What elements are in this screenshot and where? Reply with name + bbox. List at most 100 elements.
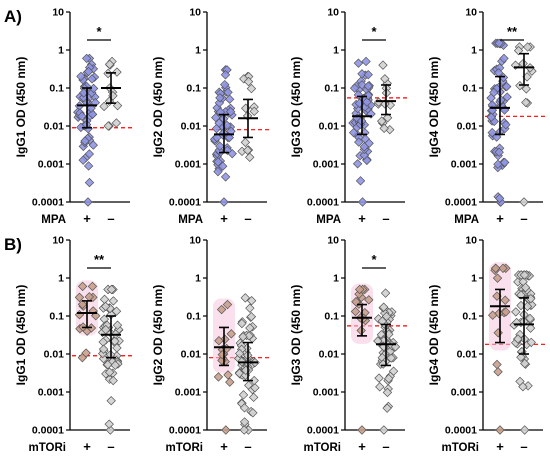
data-point [234, 348, 245, 359]
data-point [357, 425, 367, 435]
data-point [108, 375, 118, 386]
category-label: + [358, 211, 366, 226]
chart-a-4: 0.0001 0.001 0.01 0.1 1 10 IgG4 OD (450 nm) MPA… [427, 7, 545, 226]
y-tick-label: 10 [465, 235, 477, 247]
y-tick-label: 1 [471, 273, 477, 285]
data-point [245, 303, 255, 313]
y-tick-label: 1 [471, 45, 477, 57]
data-point [240, 293, 250, 303]
data-point [112, 67, 122, 77]
data-point [513, 334, 523, 344]
data-point [494, 193, 505, 204]
data-point [244, 331, 254, 341]
y-tick-label: 0.001 [313, 387, 339, 399]
category-label: – [520, 439, 527, 454]
group-label: mTORi [29, 442, 67, 454]
y-tick-label: 0.0001 [307, 425, 339, 437]
y-tick-label: 0.01 [457, 349, 478, 361]
data-point [490, 263, 501, 273]
data-point [220, 79, 230, 90]
category-label: + [220, 211, 228, 226]
data-point [248, 392, 259, 403]
data-point [86, 103, 96, 113]
category-label: – [382, 211, 389, 226]
data-point [379, 425, 389, 435]
y-tick-label: 0.1 [186, 311, 201, 323]
y-tick-label: 0.01 [457, 121, 478, 133]
data-point [90, 97, 100, 108]
data-point [516, 352, 526, 362]
y-tick-label: 0.01 [319, 349, 340, 361]
data-point [246, 311, 257, 322]
data-point [222, 299, 233, 310]
y-tick-label: 0.001 [313, 159, 339, 171]
data-point [238, 332, 248, 342]
data-point [239, 403, 250, 413]
data-point [98, 344, 109, 354]
data-point [83, 66, 94, 77]
data-point [239, 425, 249, 435]
data-point [377, 316, 388, 326]
y-tick-label: 0.1 [49, 83, 64, 95]
data-point [226, 329, 236, 339]
y-tick-label: 0.0001 [32, 425, 64, 437]
data-point [105, 425, 115, 435]
data-point [214, 98, 225, 108]
data-point [103, 359, 113, 370]
data-point [492, 273, 503, 283]
y-tick-label: 0.001 [175, 159, 201, 171]
y-tick-label: 1 [58, 45, 64, 57]
data-point [502, 81, 512, 92]
data-point [375, 382, 385, 392]
data-point [520, 358, 530, 369]
data-point [237, 318, 247, 329]
data-point [87, 74, 97, 84]
data-point [496, 95, 506, 105]
category-label: + [83, 211, 91, 226]
data-point [353, 58, 364, 68]
data-point [80, 136, 90, 146]
data-point [501, 119, 511, 130]
data-point [77, 281, 88, 292]
data-point [248, 408, 258, 418]
data-point [381, 311, 392, 322]
y-tick-label: 10 [327, 7, 339, 19]
data-point [521, 97, 531, 108]
data-point [88, 83, 99, 94]
y-tick-label: 0.1 [324, 311, 339, 323]
data-point [500, 157, 510, 168]
group-label: MPA [316, 214, 341, 226]
y-tick-label: 0.0001 [169, 425, 201, 437]
data-point [239, 417, 250, 427]
data-point [99, 101, 109, 112]
data-point [83, 197, 93, 207]
data-point [380, 74, 390, 84]
data-point [357, 80, 367, 90]
data-point [249, 375, 259, 386]
y-tick-label: 0.01 [181, 121, 202, 133]
y-tick-label: 0.1 [462, 311, 477, 323]
y-tick-label: 1 [333, 45, 339, 57]
data-point [349, 83, 360, 93]
chart-a-3: 0.0001 0.001 0.01 0.1 1 10 IgG3 OD (450 nm) MPA… [289, 7, 407, 226]
y-tick-label: 1 [195, 273, 201, 285]
data-point [384, 373, 394, 384]
panel-letter-b: B) [4, 235, 22, 254]
y-tick-label: 0.0001 [445, 425, 477, 437]
y-tick-label: 0.001 [451, 387, 477, 399]
data-point [84, 177, 95, 188]
y-tick-label: 0.01 [44, 349, 65, 361]
data-point [352, 159, 363, 169]
data-point [214, 145, 224, 156]
data-point [220, 172, 231, 182]
data-point [215, 93, 225, 103]
data-point [486, 112, 496, 122]
data-point [81, 53, 92, 64]
data-point [215, 141, 225, 151]
group-label: MPA [454, 214, 479, 226]
y-tick-label: 0.1 [324, 83, 339, 95]
category-label: – [244, 439, 251, 454]
y-tick-label: 0.1 [49, 311, 64, 323]
category-label: – [244, 211, 251, 226]
